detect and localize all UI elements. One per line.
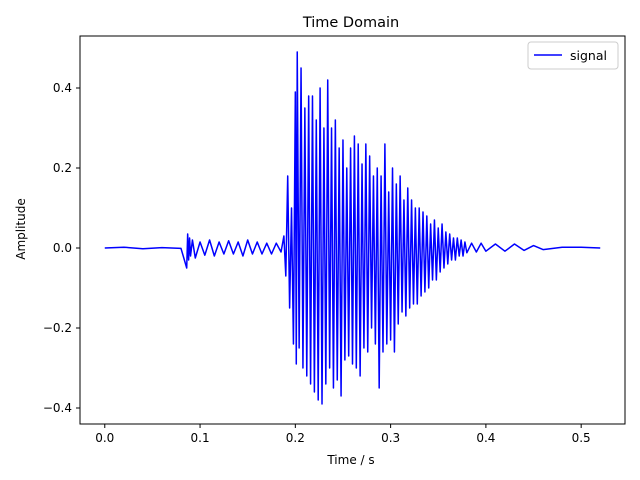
x-tick-label: 0.3 [381, 431, 400, 445]
plot-area [104, 51, 601, 405]
chart-title: Time Domain [302, 15, 399, 31]
x-tick-label: 0.4 [476, 431, 495, 445]
y-tick-label: 0.2 [53, 161, 72, 175]
series-line-signal [104, 51, 601, 405]
y-tick-label: 0.0 [53, 241, 72, 255]
x-tick-label: 0.2 [286, 431, 305, 445]
legend-label-signal: signal [570, 48, 607, 63]
axes: 0.0 0.1 0.2 0.3 0.4 0.5 −0.4 −0.2 0.0 0.2 0.4 [43, 35, 626, 445]
x-tick-label: 0.5 [572, 431, 591, 445]
x-tick-label: 0.1 [191, 431, 210, 445]
axes-frame [79, 35, 626, 425]
y-tick-label: −0.2 [43, 321, 72, 335]
x-axis-label: Time / s [326, 453, 374, 467]
x-tick-label: 0.0 [95, 431, 114, 445]
y-tick-label: 0.4 [53, 81, 72, 95]
legend-box [527, 41, 619, 70]
y-tick-label: −0.4 [43, 401, 72, 415]
legend: signal [527, 41, 619, 70]
y-axis-label: Amplitude [14, 198, 28, 260]
